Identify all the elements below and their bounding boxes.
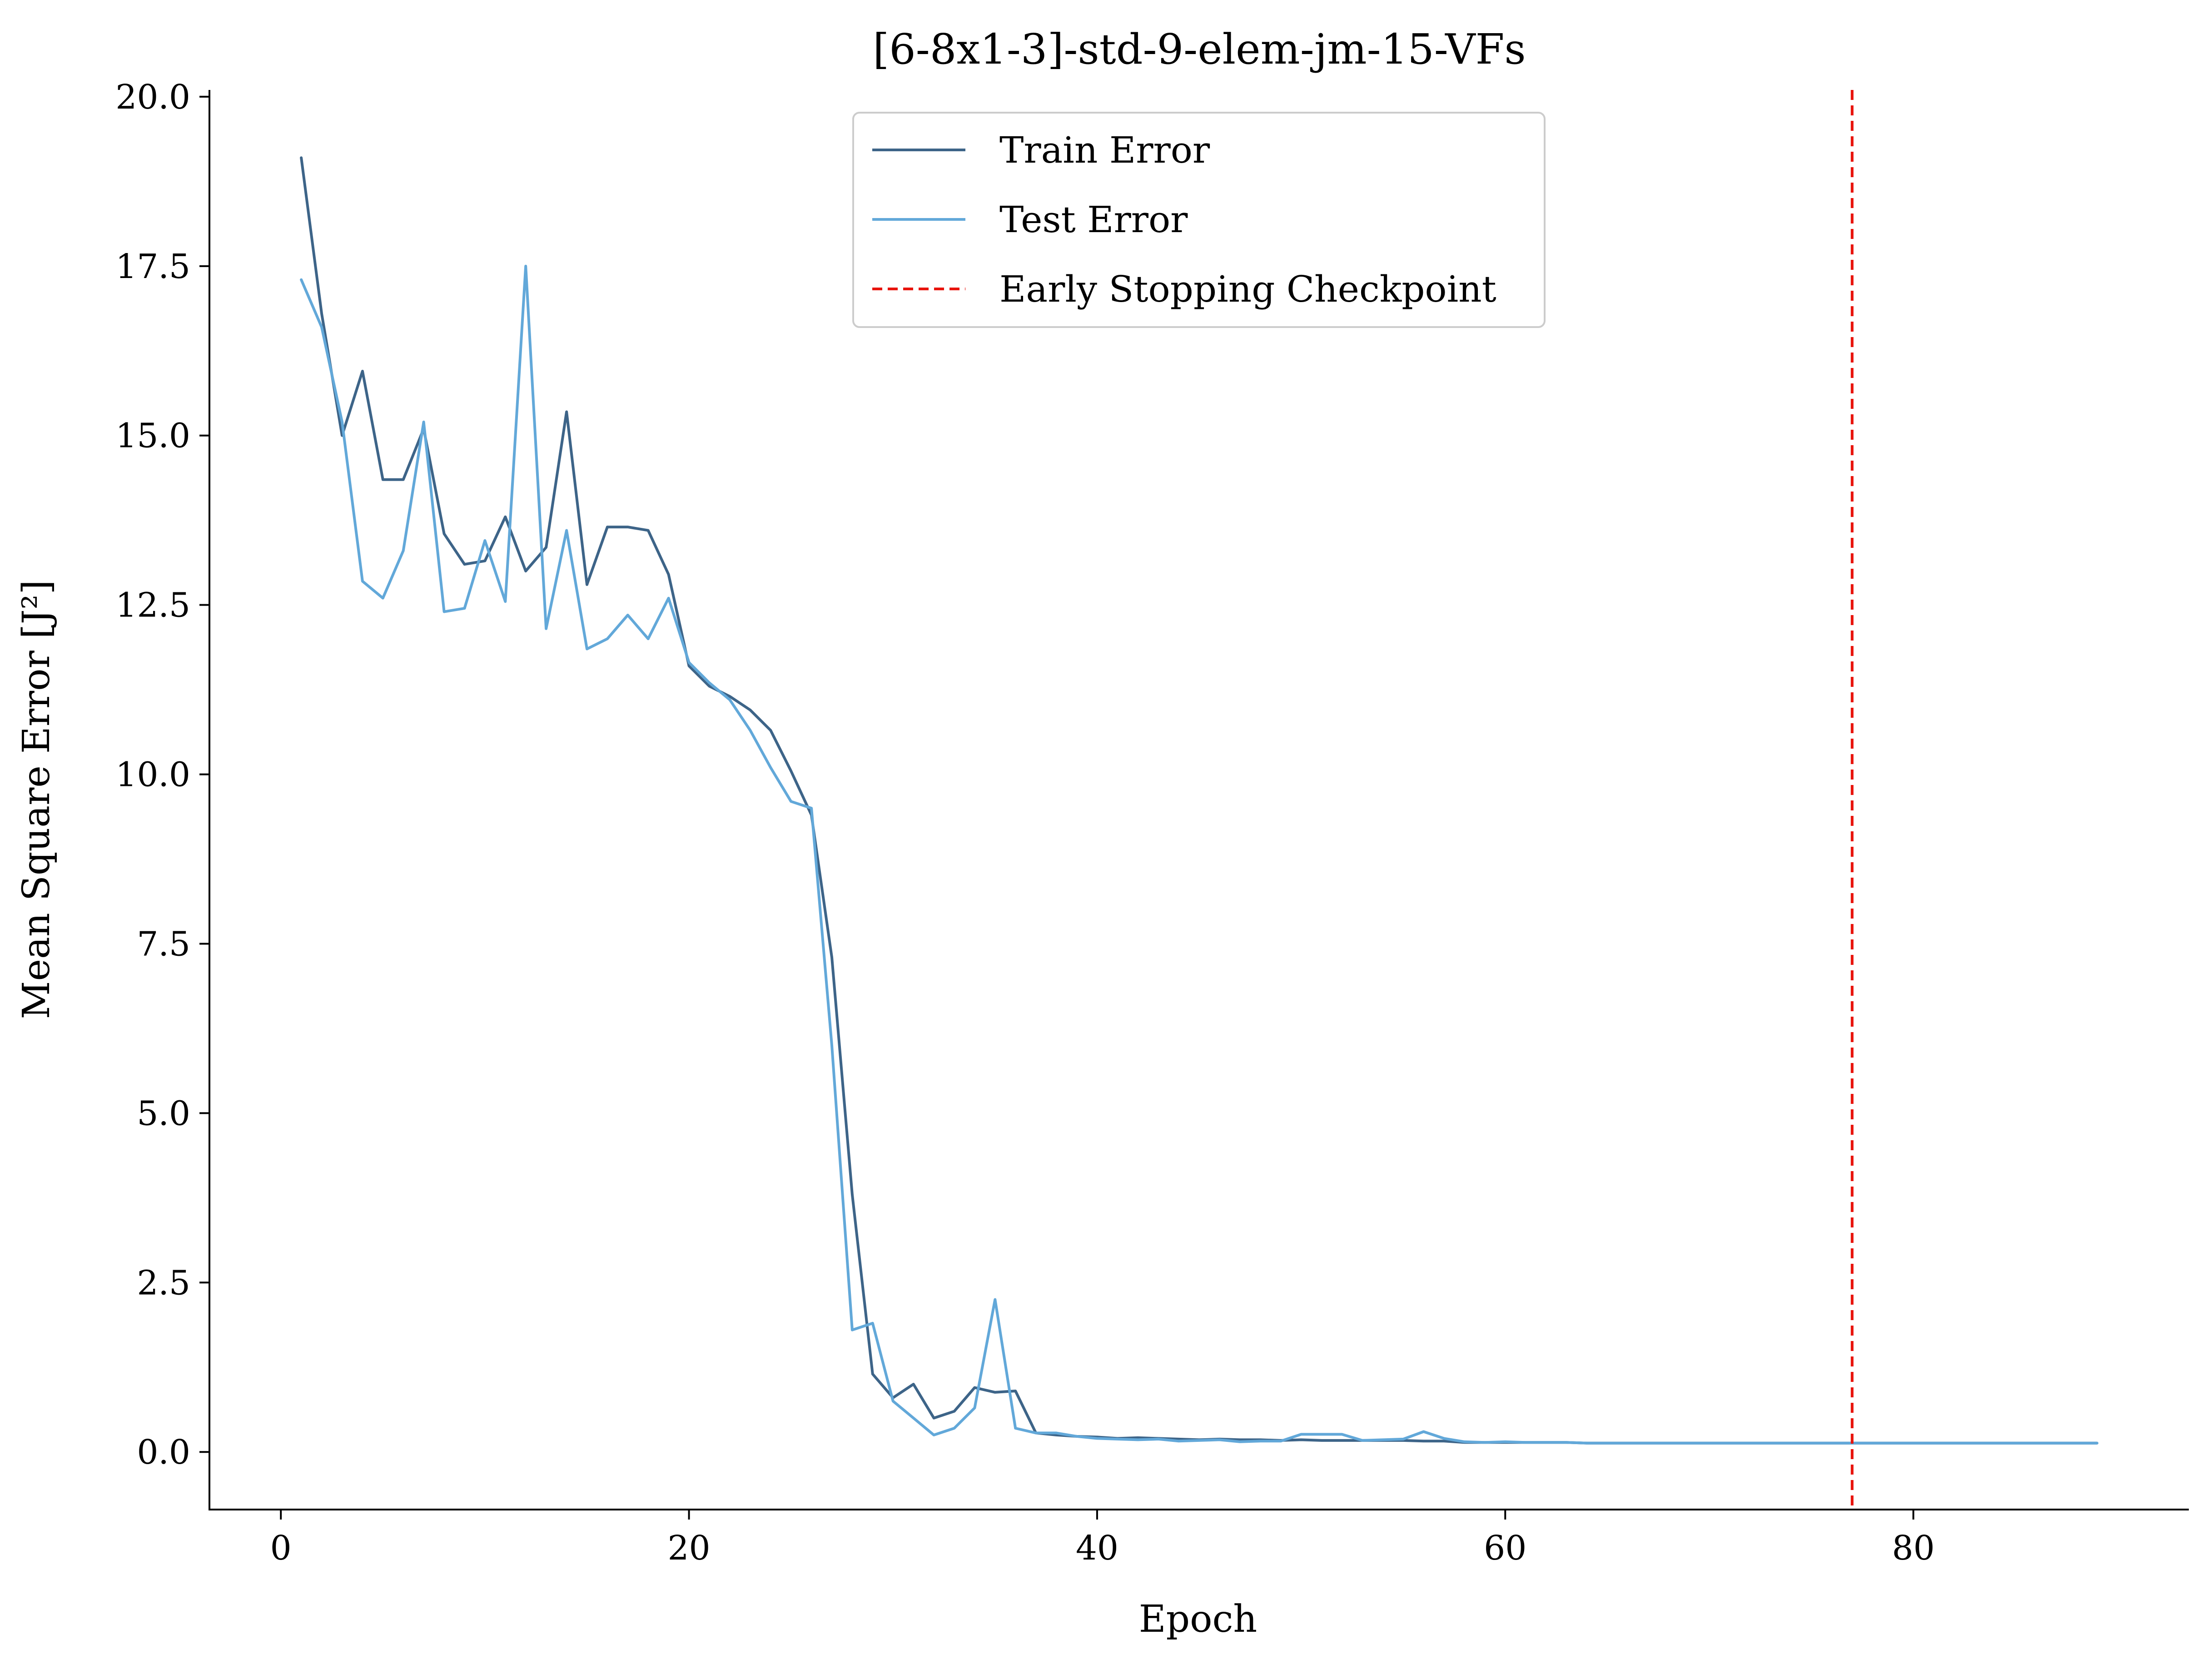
y-tick-label: 20.0 [115, 78, 190, 117]
legend-label: Train Error [999, 129, 1210, 171]
legend-box [852, 112, 1546, 328]
x-tick-label: 0 [270, 1529, 292, 1568]
y-axis-label: Mean Square Error [J²] [15, 580, 58, 1019]
y-tick-layer: 0.0 2.5 5.0 7.5 10.0 12.5 15.0 17.5 20.0 [115, 78, 209, 1472]
y-tick-label: 5.0 [137, 1094, 190, 1133]
y-tick-label: 17.5 [115, 247, 190, 286]
legend-label: Early Stopping Checkpoint [999, 268, 1496, 310]
x-tick-label: 60 [1484, 1529, 1526, 1568]
series-line-test-error [300, 264, 2098, 1445]
series-layer [300, 156, 2098, 1445]
x-tick-label: 80 [1892, 1529, 1935, 1568]
y-tick-label: 7.5 [137, 924, 190, 964]
x-tick-label: 20 [667, 1529, 710, 1568]
chart-title: [6-8x1-3]-std-9-elem-jm-15-VFs [873, 25, 1526, 74]
x-axis-label: Epoch [1139, 1598, 1257, 1641]
x-tick-label: 40 [1076, 1529, 1118, 1568]
y-tick-label: 12.5 [115, 586, 190, 625]
y-tick-label: 10.0 [115, 755, 190, 795]
y-tick-label: 0.0 [137, 1433, 190, 1472]
y-tick-label: 15.0 [115, 417, 190, 456]
x-tick-layer: 0 20 40 60 80 [270, 1510, 1935, 1568]
legend-label: Test Error [999, 199, 1188, 241]
y-tick-label: 2.5 [137, 1263, 190, 1302]
legend: Train Error Test Error Early Stopping Chec… [852, 112, 1546, 328]
